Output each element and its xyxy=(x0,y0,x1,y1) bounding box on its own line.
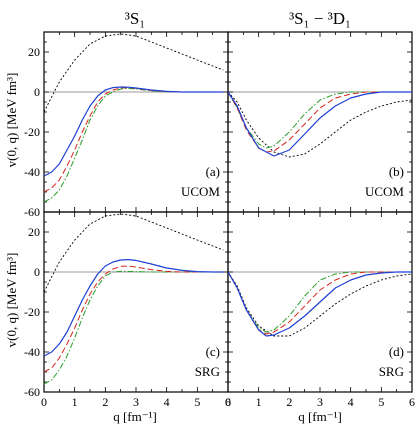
series-group xyxy=(228,91,412,158)
series-line-3 xyxy=(44,259,224,357)
series-line-0 xyxy=(44,213,224,293)
column-title-left: ³S₁ xyxy=(125,9,145,28)
y-tick-label: 0 xyxy=(34,265,40,279)
xlabel-right: q [fm⁻¹] xyxy=(298,409,342,424)
x-tick-label: 3 xyxy=(133,395,139,409)
y-tick-label: -60 xyxy=(24,205,40,219)
panel-method: UCOM xyxy=(365,184,404,199)
series-line-0 xyxy=(228,271,412,337)
series-group xyxy=(228,271,412,337)
column-title-right: ³S₁ − ³D₁ xyxy=(289,9,351,28)
xlabel-left: q [fm⁻¹] xyxy=(113,409,157,424)
panel-b: (b) UCOM xyxy=(227,31,413,213)
panel-method: SRG xyxy=(195,364,220,379)
y-tick-label: 20 xyxy=(28,225,40,239)
panel-a: -60 -40 -20 0 20 (a) UCOM xyxy=(24,31,229,219)
series-line-2 xyxy=(44,265,224,373)
x-tick-label: 4 xyxy=(348,395,354,409)
series-line-2 xyxy=(44,87,224,193)
series-line-1 xyxy=(228,91,412,149)
panel-method: UCOM xyxy=(181,184,220,199)
y-tick-label: -40 xyxy=(24,165,40,179)
ylabel-bottom: v(0, q) [MeV fm³] xyxy=(4,253,19,348)
series-line-2 xyxy=(228,91,412,153)
series-line-3 xyxy=(44,86,224,177)
x-tick-label: 2 xyxy=(102,395,108,409)
panel-label: (d) xyxy=(389,344,404,359)
panel-label: (c) xyxy=(206,344,220,359)
x-tick-label: 0 xyxy=(225,395,231,409)
x-tick-label: 6 xyxy=(409,395,415,409)
series-line-3 xyxy=(228,271,412,337)
y-tick-label: 0 xyxy=(34,85,40,99)
x-tick-label: 4 xyxy=(164,395,170,409)
series-group xyxy=(44,33,224,203)
series-line-3 xyxy=(228,91,412,157)
x-tick-label: 0 xyxy=(41,395,47,409)
panel-d: 1 2 3 4 5 60(d)SRG xyxy=(225,211,415,409)
x-tick-label: 1 xyxy=(256,395,262,409)
series-line-1 xyxy=(44,87,224,203)
y-tick-label: -40 xyxy=(24,345,40,359)
y-tick-label: 20 xyxy=(28,45,40,59)
x-tick-label: 1 xyxy=(72,395,78,409)
series-line-1 xyxy=(44,270,224,385)
y-tick-label: -20 xyxy=(24,125,40,139)
series-group xyxy=(44,213,224,385)
x-tick-label: 5 xyxy=(378,395,384,409)
series-line-0 xyxy=(228,91,412,158)
y-tick-label: -20 xyxy=(24,305,40,319)
panel-c: -60 -40 -20 0 20 0 1 2 3 4 5 6 (c) SRG xyxy=(24,211,231,409)
ylabel-top: v(0, q) [MeV fm³] xyxy=(4,73,19,168)
panel-method: SRG xyxy=(379,364,404,379)
panel-label: (a) xyxy=(206,164,220,179)
series-line-0 xyxy=(44,33,224,113)
panel-label: (b) xyxy=(389,164,404,179)
y-tick-label: -60 xyxy=(24,385,40,399)
x-tick-label: 3 xyxy=(317,395,323,409)
x-tick-label: 6 xyxy=(225,395,231,409)
x-tick-label: 5 xyxy=(194,395,200,409)
x-tick-label: 2 xyxy=(286,395,292,409)
